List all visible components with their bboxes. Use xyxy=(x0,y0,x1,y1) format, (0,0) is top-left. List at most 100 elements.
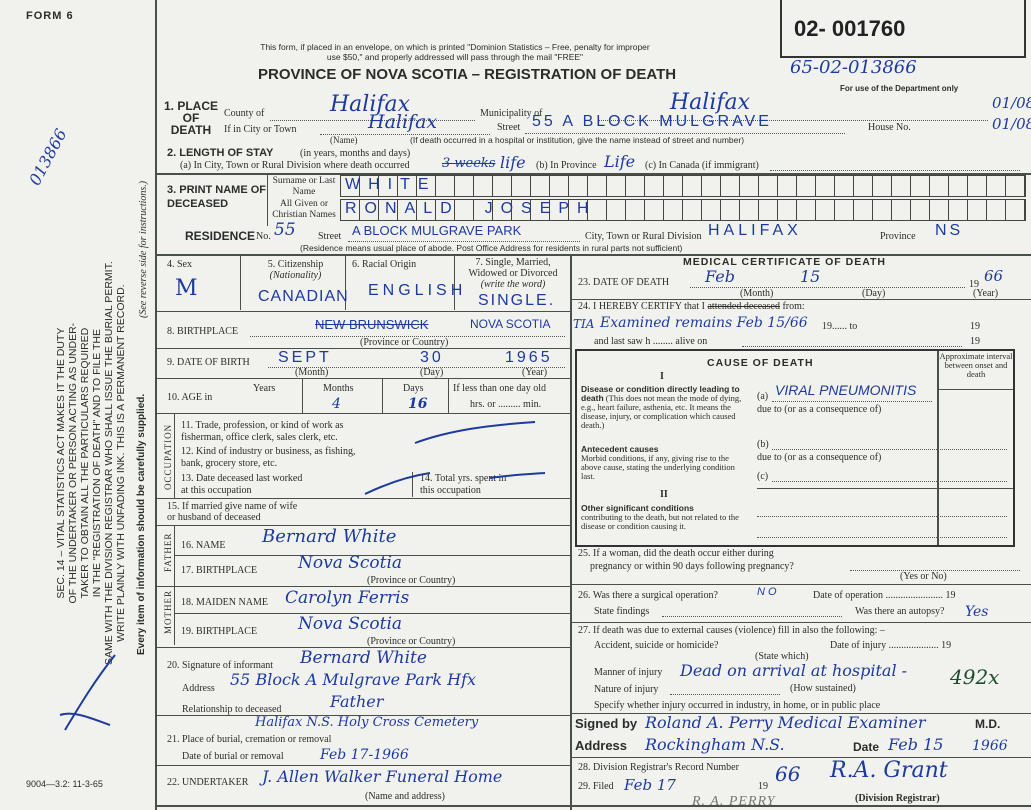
city-value[interactable]: Halifax xyxy=(368,111,438,133)
mail-notice-line: use $50," and properly addressed will pa… xyxy=(326,52,584,62)
relationship-value[interactable]: Father xyxy=(330,692,384,711)
sex-value[interactable]: M xyxy=(175,276,198,301)
form-label: FORM 6 xyxy=(26,10,74,22)
surname-value[interactable]: WHITE xyxy=(345,176,437,193)
father-birthplace[interactable]: Nova Scotia xyxy=(298,553,403,573)
age-days[interactable]: 16 xyxy=(408,396,428,412)
residence-city[interactable]: HALIFAX xyxy=(708,222,802,239)
stay-a-struck: 3 weeks xyxy=(442,156,496,171)
q15-line: 15. If married give name of wife xyxy=(167,501,298,512)
cert-date-year[interactable]: 1966 xyxy=(972,738,1008,754)
less-than-day-label: If less than one day old xyxy=(453,383,547,394)
filed-year[interactable]: 66 xyxy=(775,762,801,786)
medical-certificate-title: MEDICAL CERTIFICATE OF DEATH xyxy=(683,256,886,268)
q16-label: 16. NAME xyxy=(181,540,226,551)
antecedent-desc: Antecedent causes Morbid conditions, if a… xyxy=(581,445,746,481)
informant-signature[interactable]: Bernard White xyxy=(300,648,427,668)
signed-by-value[interactable]: Roland A. Perry Medical Examiner xyxy=(645,713,926,732)
stay-b-value[interactable]: Life xyxy=(604,152,636,171)
physician-stamp-name: R. A. PERRY xyxy=(692,794,776,809)
side-notice-line: SAME WITH THE DIVISION REGISTRAR WHO SHA… xyxy=(103,261,115,665)
direct-cause-text: (This does not mean the mode of dying, e… xyxy=(581,393,742,430)
cause-a-value[interactable]: VIRAL PNEUMONITIS xyxy=(775,382,917,398)
side-note-reverse: (See reverse side for instructions.) xyxy=(138,180,149,318)
cert-date-label: Date xyxy=(853,740,880,754)
q25-line: pregnancy or within 90 days following pr… xyxy=(590,561,794,572)
street-value[interactable]: 55 A BLOCK MULGRAVE xyxy=(532,113,772,130)
citizenship-label: 5. Citizenship (Nationality) xyxy=(248,259,343,281)
manner-value[interactable]: Dead on arrival at hospital - xyxy=(680,661,908,680)
injury-date-label: Date of injury .................... 19 xyxy=(830,640,952,651)
q20-label: 20. Signature of informant xyxy=(167,660,274,671)
autopsy-label: Was there an autopsy? xyxy=(855,606,945,617)
months-label: Months xyxy=(323,383,354,394)
residence-note: (Residence means usual place of abode. P… xyxy=(300,243,683,253)
autopsy-value[interactable]: Yes xyxy=(965,604,989,620)
residence-province[interactable]: NS xyxy=(935,222,964,239)
q25: 25. If a woman, did the death occur eith… xyxy=(578,547,794,573)
yes-no-sub: (Yes or No) xyxy=(900,571,947,582)
operation-value[interactable]: NO xyxy=(757,586,780,598)
nature-code[interactable]: 492x xyxy=(950,665,1000,689)
father-birthplace-sub: (Province or Country) xyxy=(367,575,456,586)
mother-maiden-name[interactable]: Carolyn Ferris xyxy=(285,588,410,608)
stay-a-value[interactable]: life xyxy=(500,153,526,172)
interval-label: Approximate interval between onset and d… xyxy=(939,351,1013,379)
physician-address[interactable]: Rockingham N.S. xyxy=(645,735,785,754)
q18-label: 18. MAIDEN NAME xyxy=(181,597,268,608)
age-months[interactable]: 4 xyxy=(332,396,341,412)
stay-b-label: (b) In Province xyxy=(536,160,597,171)
side-handwritten-number: 013866 xyxy=(25,125,71,189)
father-name[interactable]: Bernard White xyxy=(262,526,397,547)
marital-value[interactable]: SINGLE. xyxy=(478,292,556,309)
birthplace-value[interactable]: NOVA SCOTIA xyxy=(470,317,551,331)
death-day[interactable]: 15 xyxy=(800,267,821,286)
registrar-label: (Division Registrar) xyxy=(855,793,940,804)
residence-street[interactable]: A BLOCK MULGRAVE PARK xyxy=(352,223,522,238)
q29-label: 29. Filed xyxy=(578,781,614,792)
informant-address[interactable]: 55 Block A Mulgrave Park Hfx xyxy=(230,670,477,689)
dob-year[interactable]: 1965 xyxy=(505,349,553,366)
death-month[interactable]: Feb xyxy=(705,267,735,286)
cert-date[interactable]: Feb 15 xyxy=(888,735,944,754)
stay-c-label: (c) In Canada (if immigrant) xyxy=(645,160,759,171)
county-value[interactable]: Halifax xyxy=(330,92,411,117)
death-year-prefix: 19 xyxy=(969,279,979,290)
registrar-signature[interactable]: R.A. Grant xyxy=(830,758,948,783)
dob-month[interactable]: SEPT xyxy=(278,349,332,366)
municipality-value[interactable]: Halifax xyxy=(670,90,751,115)
dash-marks-icon xyxy=(364,421,546,495)
q26-label: 26. Was there a surgical operation? xyxy=(578,590,718,601)
death-year[interactable]: 66 xyxy=(984,267,1004,285)
burial-place[interactable]: Halifax N.S. Holy Cross Cemetery xyxy=(255,715,479,730)
antecedent-label: Antecedent causes xyxy=(581,444,659,454)
due-to-1: due to (or as a consequence of) xyxy=(757,404,882,415)
residence-no[interactable]: 55 xyxy=(274,220,296,240)
q27-label: 27. If death was due to external causes … xyxy=(578,625,885,636)
q12-line: 12. Kind of industry or business, as fis… xyxy=(181,446,356,457)
filed-date[interactable]: Feb 17 xyxy=(624,776,676,794)
dob-day[interactable]: 30 xyxy=(420,349,444,366)
birthplace-struck: NEW BRUNSWICK xyxy=(315,317,429,332)
burial-date[interactable]: Feb 17-1966 xyxy=(320,747,409,763)
q12: 12. Kind of industry or business, as fis… xyxy=(181,446,355,470)
mother-birthplace[interactable]: Nova Scotia xyxy=(298,614,403,634)
municipality-label: Municipality of xyxy=(480,108,543,119)
days-label: Days xyxy=(403,383,424,394)
cause-b-label: (b) xyxy=(757,439,769,450)
marital-title: 7. Single, Married, Widowed or Divorced xyxy=(468,257,558,279)
manner-label: Manner of injury xyxy=(594,667,663,678)
roman-one: I xyxy=(660,371,664,382)
citizenship-value[interactable]: CANADIAN xyxy=(258,288,349,305)
citizenship-title: 5. Citizenship xyxy=(267,259,324,270)
sex-label: 4. Sex xyxy=(167,259,192,270)
hrs-min-label: hrs. or ......... min. xyxy=(470,399,542,410)
q14-line: 14. Total yrs. spent in xyxy=(420,473,507,484)
undertaker-value[interactable]: J. Allen Walker Funeral Home xyxy=(262,767,503,786)
department-hw-number: 65-02-013866 xyxy=(790,57,917,78)
given-names-value[interactable]: RONALD JOSEPH xyxy=(345,200,597,217)
racial-origin-value[interactable]: ENGLISH xyxy=(368,282,467,299)
q11: 11. Trade, profession, or kind of work a… xyxy=(181,420,343,444)
mother-birthplace-sub: (Province or Country) xyxy=(367,636,456,647)
certify-text[interactable]: Examined remains Feb 15/66 xyxy=(600,315,808,331)
